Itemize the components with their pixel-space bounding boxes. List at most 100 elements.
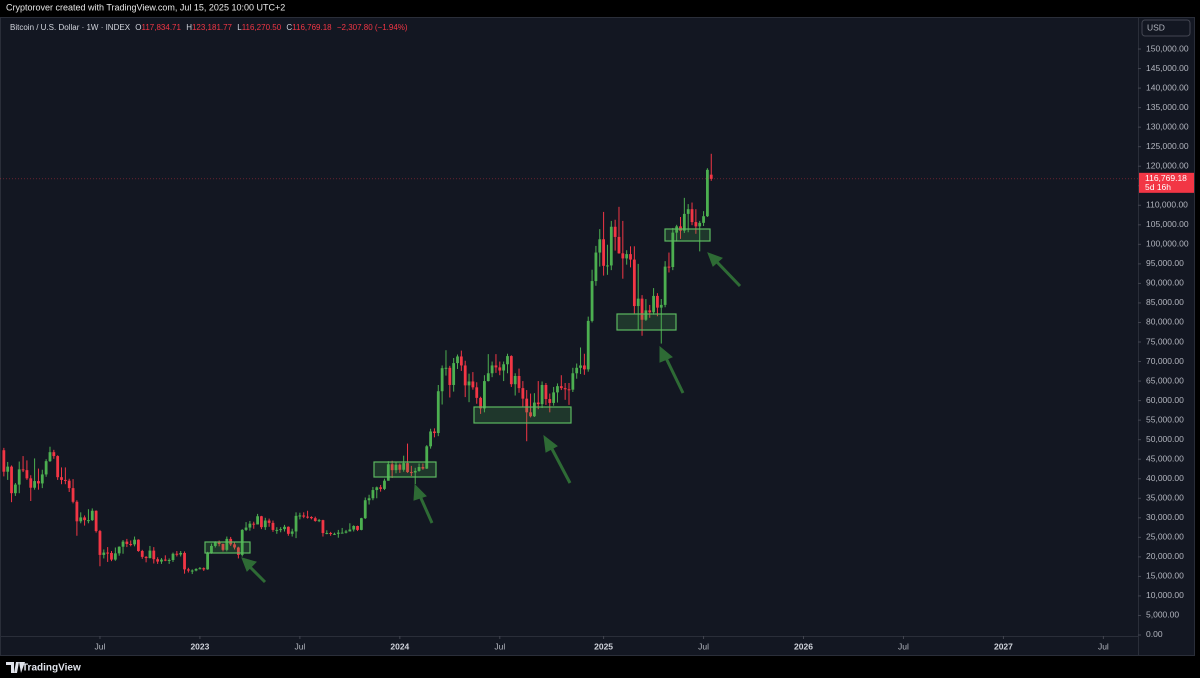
x-tick-label: Jul <box>95 641 106 651</box>
legend-key: O <box>135 23 141 32</box>
candle-body <box>67 480 71 489</box>
candle-body <box>202 568 206 570</box>
candle-body <box>529 412 532 417</box>
candle-body <box>540 384 544 405</box>
candle-body <box>606 265 609 267</box>
candle-body <box>440 368 444 392</box>
candle-body <box>348 529 352 532</box>
candle-body <box>171 553 175 560</box>
candle-body <box>10 466 13 494</box>
candle-body <box>213 542 217 546</box>
candle-body <box>221 543 225 550</box>
x-tick-label: Jul <box>494 641 505 651</box>
candle-body <box>621 253 625 259</box>
y-tick-label: 120,000.00 <box>1146 160 1189 170</box>
candle-body <box>325 533 329 535</box>
candle-body <box>144 556 148 559</box>
candle-body <box>609 226 613 266</box>
candle-body <box>636 298 640 307</box>
candle-body <box>659 304 663 308</box>
candle-body <box>290 531 294 534</box>
candle-body <box>421 467 425 469</box>
candle-body <box>521 388 525 399</box>
y-tick-label: 20,000.00 <box>1146 551 1184 561</box>
candle-body <box>6 466 10 472</box>
arrow-head <box>543 434 558 453</box>
footer-logo: TradingView <box>6 662 81 674</box>
y-tick-label: 65,000.00 <box>1146 375 1184 385</box>
candle-body <box>656 295 659 308</box>
arrow-head <box>241 557 257 572</box>
y-tick-label: 0.00 <box>1146 629 1163 639</box>
candle-body <box>160 559 163 562</box>
candle-body <box>113 553 117 560</box>
candle-body <box>417 467 421 471</box>
candle-body <box>598 239 602 253</box>
candle-body <box>244 527 248 530</box>
candle-body <box>79 517 83 522</box>
candle-body <box>352 526 356 530</box>
candle-body <box>248 523 252 528</box>
candle-body <box>206 553 210 570</box>
candle-body <box>344 531 348 533</box>
candle-body <box>267 520 271 523</box>
arrow-head <box>707 252 723 267</box>
candle-body <box>552 392 556 403</box>
y-tick-label: 25,000.00 <box>1146 532 1184 542</box>
x-tick-label: 2026 <box>794 641 813 651</box>
y-tick-label: 145,000.00 <box>1146 63 1189 73</box>
candle-body <box>498 367 502 371</box>
y-tick-label: 55,000.00 <box>1146 414 1184 424</box>
candle-body <box>709 174 713 179</box>
y-tick-label: 60,000.00 <box>1146 395 1184 405</box>
candle-body <box>632 259 636 307</box>
candle-body <box>548 399 552 403</box>
candle-body <box>271 522 275 530</box>
candle-body <box>71 488 75 502</box>
candle-body <box>125 541 129 544</box>
last-price-badge <box>1139 172 1194 193</box>
legend-bar: Bitcoin / U.S. Dollar · 1W · INDEX O117,… <box>10 23 408 32</box>
y-tick-label: 45,000.00 <box>1146 453 1184 463</box>
candle-body <box>310 517 313 519</box>
candle-body <box>13 484 17 494</box>
candle-body <box>286 526 290 534</box>
zone-box <box>204 541 251 554</box>
candle-body <box>329 533 333 535</box>
candle-body <box>233 544 236 548</box>
candle-body <box>486 373 490 382</box>
candle-body <box>556 386 559 393</box>
candle-body <box>140 551 144 557</box>
candle-body <box>106 552 110 554</box>
candle-body <box>40 474 44 484</box>
candle-body <box>652 295 655 313</box>
candle-body <box>90 510 94 521</box>
candle-body <box>513 375 517 385</box>
candle-body <box>575 367 579 374</box>
y-tick-label: 70,000.00 <box>1146 356 1184 366</box>
candle-body <box>471 381 475 388</box>
x-tick-label: Jul <box>294 641 305 651</box>
candle-body <box>367 498 371 501</box>
candle-body <box>429 431 432 447</box>
candle-body <box>586 320 590 370</box>
currency-box <box>1141 19 1191 37</box>
candle-body <box>359 518 363 530</box>
candle-body <box>94 510 98 532</box>
y-tick-label: 10,000.00 <box>1146 590 1184 600</box>
candle-body <box>60 477 63 480</box>
candle-body <box>102 552 106 555</box>
candle-body <box>210 545 213 554</box>
legend-value: 116,270.50 <box>242 23 282 32</box>
x-tick-label: 2025 <box>594 641 613 651</box>
candle-body <box>506 356 509 365</box>
candle-body <box>698 222 702 227</box>
candle-body <box>648 310 652 313</box>
x-tick-label: 2023 <box>190 641 209 651</box>
candle-body <box>133 539 136 545</box>
candle-body <box>333 533 336 535</box>
candle-body <box>156 559 160 562</box>
arrows <box>241 252 742 584</box>
candle-body <box>263 520 267 528</box>
